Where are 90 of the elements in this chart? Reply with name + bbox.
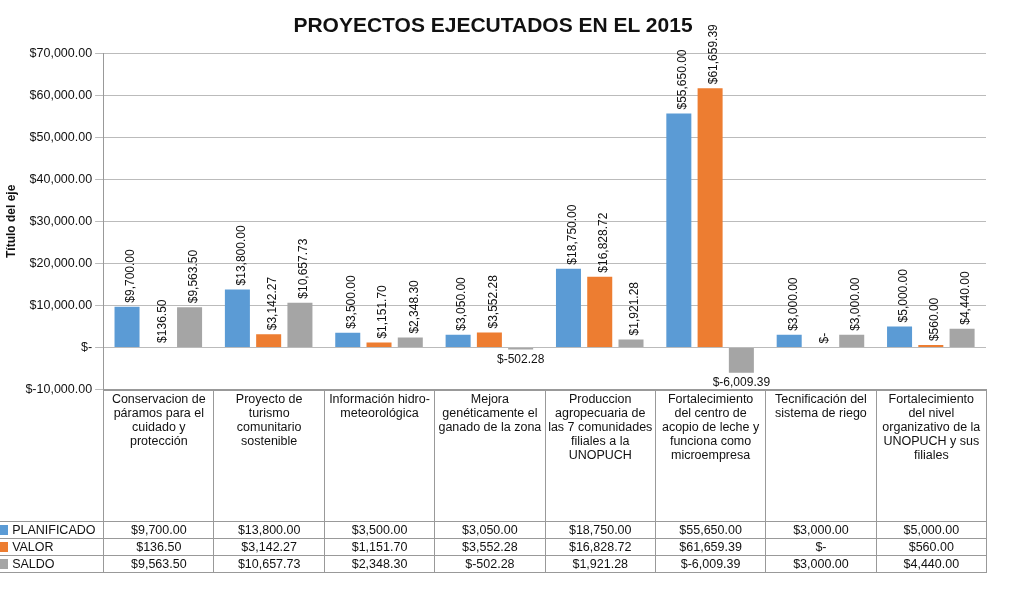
data-label: $3,050.00 (434, 521, 546, 538)
bar (666, 113, 692, 347)
text: $3,000.00 (785, 277, 800, 331)
text: $1,921.28 (627, 282, 642, 336)
bar (256, 334, 282, 347)
bar (366, 342, 392, 347)
text: $3,552.28 (485, 275, 500, 329)
bar (728, 347, 754, 373)
text: $55,650.00 (675, 49, 690, 110)
y-tick-label: $50,000.00 (29, 129, 93, 144)
text: $13,800.00 (233, 225, 248, 286)
text: $-502.28 (496, 351, 545, 366)
text: $5,000.00 (895, 269, 910, 323)
x-tick-label: Información hidro-meteorológica (324, 390, 435, 521)
text: $4,440.00 (958, 271, 973, 325)
text: $3,000.00 (848, 277, 863, 331)
x-tick-label: Mejora genéticamente el ganado de la zona (434, 390, 546, 521)
text: $9,563.50 (185, 249, 200, 304)
data-label: $136.50 (103, 538, 214, 555)
text: $2,348.30 (406, 280, 421, 334)
y-tick-label: $10,000.00 (29, 297, 93, 312)
data-label: $1,151.70 (324, 538, 435, 555)
data-label: $3,000.00 (765, 555, 877, 572)
legend-label: VALOR (0, 538, 104, 555)
bar (776, 334, 802, 347)
text: $- (816, 332, 831, 344)
x-tick-label: Fortalecimiento del nivel organizativo de la UNOPUCH y sus filiales (876, 390, 987, 521)
bar (397, 337, 423, 347)
text: $10,657.73 (296, 238, 311, 299)
text: $560.00 (927, 297, 942, 342)
y-axis-title: Título del eje (3, 184, 18, 259)
text: $136.50 (154, 299, 169, 343)
text: $1,151.70 (375, 285, 390, 339)
data-label: $61,659.39 (655, 538, 766, 555)
bar (114, 306, 140, 347)
x-tick-label: Proyecto de turismo comunitario sostenible (213, 390, 325, 521)
x-tick-label: Conservacion de páramos para el cuidado y protección (103, 390, 214, 521)
x-tick-label: Fortalecimiento del centro de acopio de leche y funciona como microempresa (655, 390, 766, 521)
y-tick-label: $60,000.00 (29, 87, 93, 102)
y-tick-label: $-10,000.00 (25, 381, 93, 396)
legend-label: SALDO (0, 555, 104, 572)
bar (445, 334, 471, 347)
data-label: $16,828.72 (545, 538, 656, 555)
bar (224, 289, 250, 347)
text: $16,828.72 (596, 212, 611, 273)
bar (697, 88, 723, 347)
text: $-6,009.39 (712, 375, 771, 390)
bar (335, 332, 361, 347)
text: $3,142.27 (264, 276, 279, 331)
data-label: $1,921.28 (545, 555, 656, 572)
data-label: $18,750.00 (545, 521, 656, 538)
legend-label: PLANIFICADO (0, 521, 104, 538)
text: $9,700.00 (123, 249, 138, 303)
data-label: $-6,009.39 (655, 555, 766, 572)
y-tick-label: $70,000.00 (29, 45, 93, 60)
text: $61,659.39 (706, 24, 721, 85)
y-tick-label: $- (81, 339, 93, 354)
data-label: $10,657.73 (213, 555, 325, 572)
bar (287, 302, 313, 347)
data-label: $2,348.30 (324, 555, 435, 572)
data-label: $560.00 (876, 538, 987, 555)
chart-title: PROYECTOS EJECUTADOS EN EL 2015 (293, 13, 693, 37)
text: $3,500.00 (344, 275, 359, 329)
x-tick-label: Produccion agropecuaria de las 7 comunidades filiales a la UNOPUCH (545, 390, 656, 521)
bar (887, 326, 913, 347)
data-label: $55,650.00 (655, 521, 766, 538)
y-tick-label: $30,000.00 (29, 213, 93, 228)
bar (555, 268, 581, 347)
bar (476, 332, 502, 347)
data-label: $3,000.00 (765, 521, 877, 538)
data-label: $9,700.00 (103, 521, 214, 538)
data-label: $3,552.28 (434, 538, 546, 555)
x-tick-label: Tecnificación del sistema de riego (765, 390, 877, 521)
bar (587, 276, 613, 347)
bar (839, 334, 865, 347)
bar (177, 307, 203, 347)
text: $3,050.00 (454, 277, 469, 331)
data-label: $9,563.50 (103, 555, 214, 572)
data-label: $3,142.27 (213, 538, 325, 555)
data-label: $5,000.00 (876, 521, 987, 538)
data-label: $3,500.00 (324, 521, 435, 538)
data-label: $- (765, 538, 877, 555)
data-label: $-502.28 (434, 555, 546, 572)
bar (949, 328, 975, 347)
data-label: $13,800.00 (213, 521, 325, 538)
y-tick-label: $20,000.00 (29, 255, 93, 270)
y-tick-label: $40,000.00 (29, 171, 93, 186)
bar (618, 339, 644, 347)
data-label: $4,440.00 (876, 555, 987, 572)
text: $18,750.00 (564, 204, 579, 265)
